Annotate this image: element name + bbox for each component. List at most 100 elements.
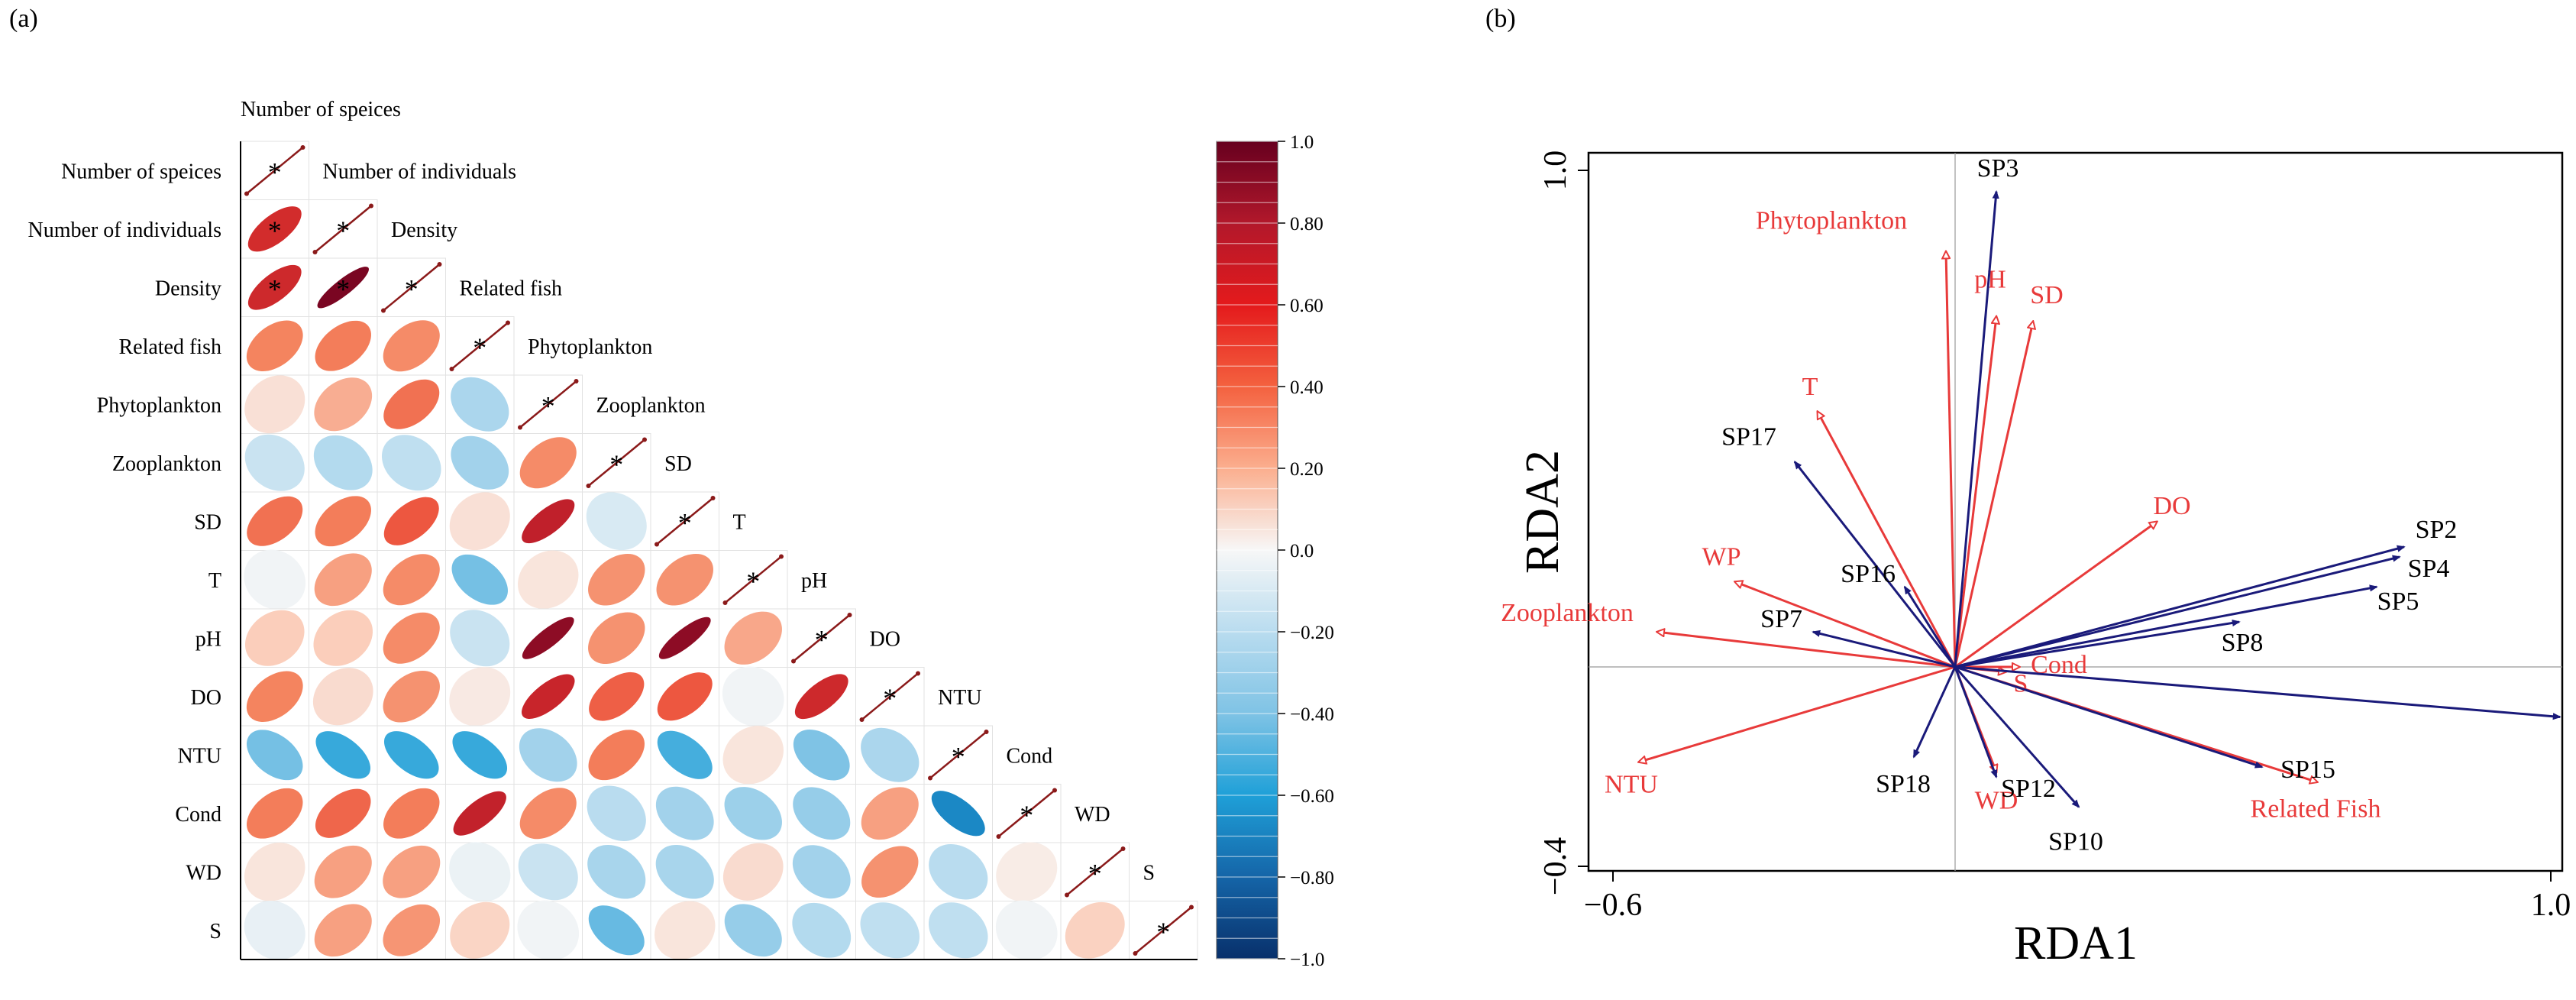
correlation-ellipse [589,672,645,721]
diagonal-endpoint [791,659,796,664]
env-vector-label: DO [2153,492,2190,520]
diagonal-label: Phytoplankton [528,335,652,359]
panel-label-a: (a) [9,5,38,33]
diagonal-line [314,205,372,253]
env-vector-arrow [1657,632,1956,668]
species-vector-label: SP10 [2048,827,2103,856]
correlation-ellipse [449,667,511,727]
correlation-ellipse [314,904,372,957]
correlation-ellipse [317,267,369,309]
correlation-ellipse [519,437,577,489]
env-vector-arrow [1946,251,1957,668]
row-label: NTU [177,744,221,768]
diagonal-label: T [733,510,746,534]
correlation-ellipse [244,901,305,960]
colorbar-tick-label: −0.80 [1290,868,1334,888]
diagonal-label: SD [664,452,692,476]
env-vector-arrow [1818,412,1957,668]
row-label: pH [196,627,221,651]
correlation-ellipse [722,843,784,901]
correlation-ellipse [929,844,988,900]
correlation-ellipse [588,553,645,606]
correlation-ellipse [587,844,646,899]
diagonal-endpoint [916,671,920,676]
correlation-ellipse [792,902,852,958]
row-label: Number of individuals [27,218,221,242]
correlation-ellipse [383,554,440,606]
correlation-ellipse [722,726,784,785]
correlation-ellipse [587,785,646,841]
row-label: Density [155,277,221,300]
diagonal-star: * [815,624,829,655]
correlation-ellipse [453,791,506,836]
correlation-ellipse [314,845,372,898]
diagonal-endpoint [1120,846,1126,851]
correlation-ellipse [657,672,713,721]
diagonal-line [519,380,577,429]
diagonal-endpoint [449,367,454,371]
species-vector-label: SP12 [2001,775,2056,803]
species-vector-arrow [1793,461,1957,668]
diagonal-label: Zooplankton [596,393,706,417]
row-label: Phytoplankton [97,393,221,417]
correlation-ellipse [522,499,575,544]
colorbar-tick-label: 0.20 [1290,459,1324,480]
rda-y-tick-label: −0.4 [1538,837,1573,895]
diagonal-line [1066,848,1124,896]
correlation-ellipse [381,435,441,491]
diagonal-label: WD [1075,803,1110,827]
correlation-ellipse [450,610,510,667]
correlation-ellipse [656,553,713,606]
diagonal-label: pH [801,569,827,593]
diagonal-endpoint [859,717,865,722]
heatmap-top-label: Number of speices [241,98,401,121]
correlation-ellipse [315,496,371,547]
diagonal-line [383,264,441,312]
species-vector-arrow [1954,666,2080,808]
species-vector-label: SP18 [1876,770,1931,798]
correlation-ellipse [588,612,645,665]
correlation-ellipse [315,320,371,371]
row-label: WD [186,861,221,885]
correlation-ellipse [995,900,1058,960]
diagonal-endpoint [381,308,386,313]
correlation-ellipse [519,788,577,840]
correlation-ellipse [383,904,441,956]
correlation-ellipse [383,845,441,898]
row-label: SD [194,510,221,534]
correlation-ellipse [860,902,920,959]
correlation-ellipse [588,730,645,781]
row-label: Cond [175,803,221,827]
colorbar-tick-label: 1.0 [1290,132,1314,153]
diagonal-label: Related fish [460,277,563,300]
env-vector-arrow [1735,582,1956,668]
env-vector-arrow [1954,317,1996,668]
species-vector-arrow [1954,584,2378,668]
correlation-ellipse [244,610,305,666]
correlation-ellipse [1065,901,1125,959]
correlation-ellipse [383,379,440,429]
correlation-ellipse [247,496,303,546]
diagonal-endpoint [300,145,305,150]
row-label: Zooplankton [112,452,221,476]
correlation-ellipse [522,674,575,719]
diagonal-endpoint [655,542,659,547]
diagonal-line [724,555,782,604]
species-vector-arrow [1954,555,2401,668]
diagonal-endpoint [574,379,579,383]
diagonal-endpoint [710,496,716,500]
correlation-ellipse [724,787,782,840]
diagonal-line [997,789,1055,837]
diagonal-star: * [336,215,350,246]
diagonal-endpoint [437,262,442,267]
rda-y-tick-label: 1.0 [1538,150,1573,191]
correlation-ellipse [655,844,714,899]
diagonal-star: * [473,332,486,363]
correlation-ellipse [518,843,578,901]
correlation-ellipse [244,434,305,491]
species-vector-arrow [1954,666,1998,778]
rda-x-tick-label: 1.0 [2531,888,2571,923]
species-vector-label: SP2 [2416,516,2458,544]
correlation-ellipse [655,786,714,840]
correlation-ellipse [792,845,851,899]
